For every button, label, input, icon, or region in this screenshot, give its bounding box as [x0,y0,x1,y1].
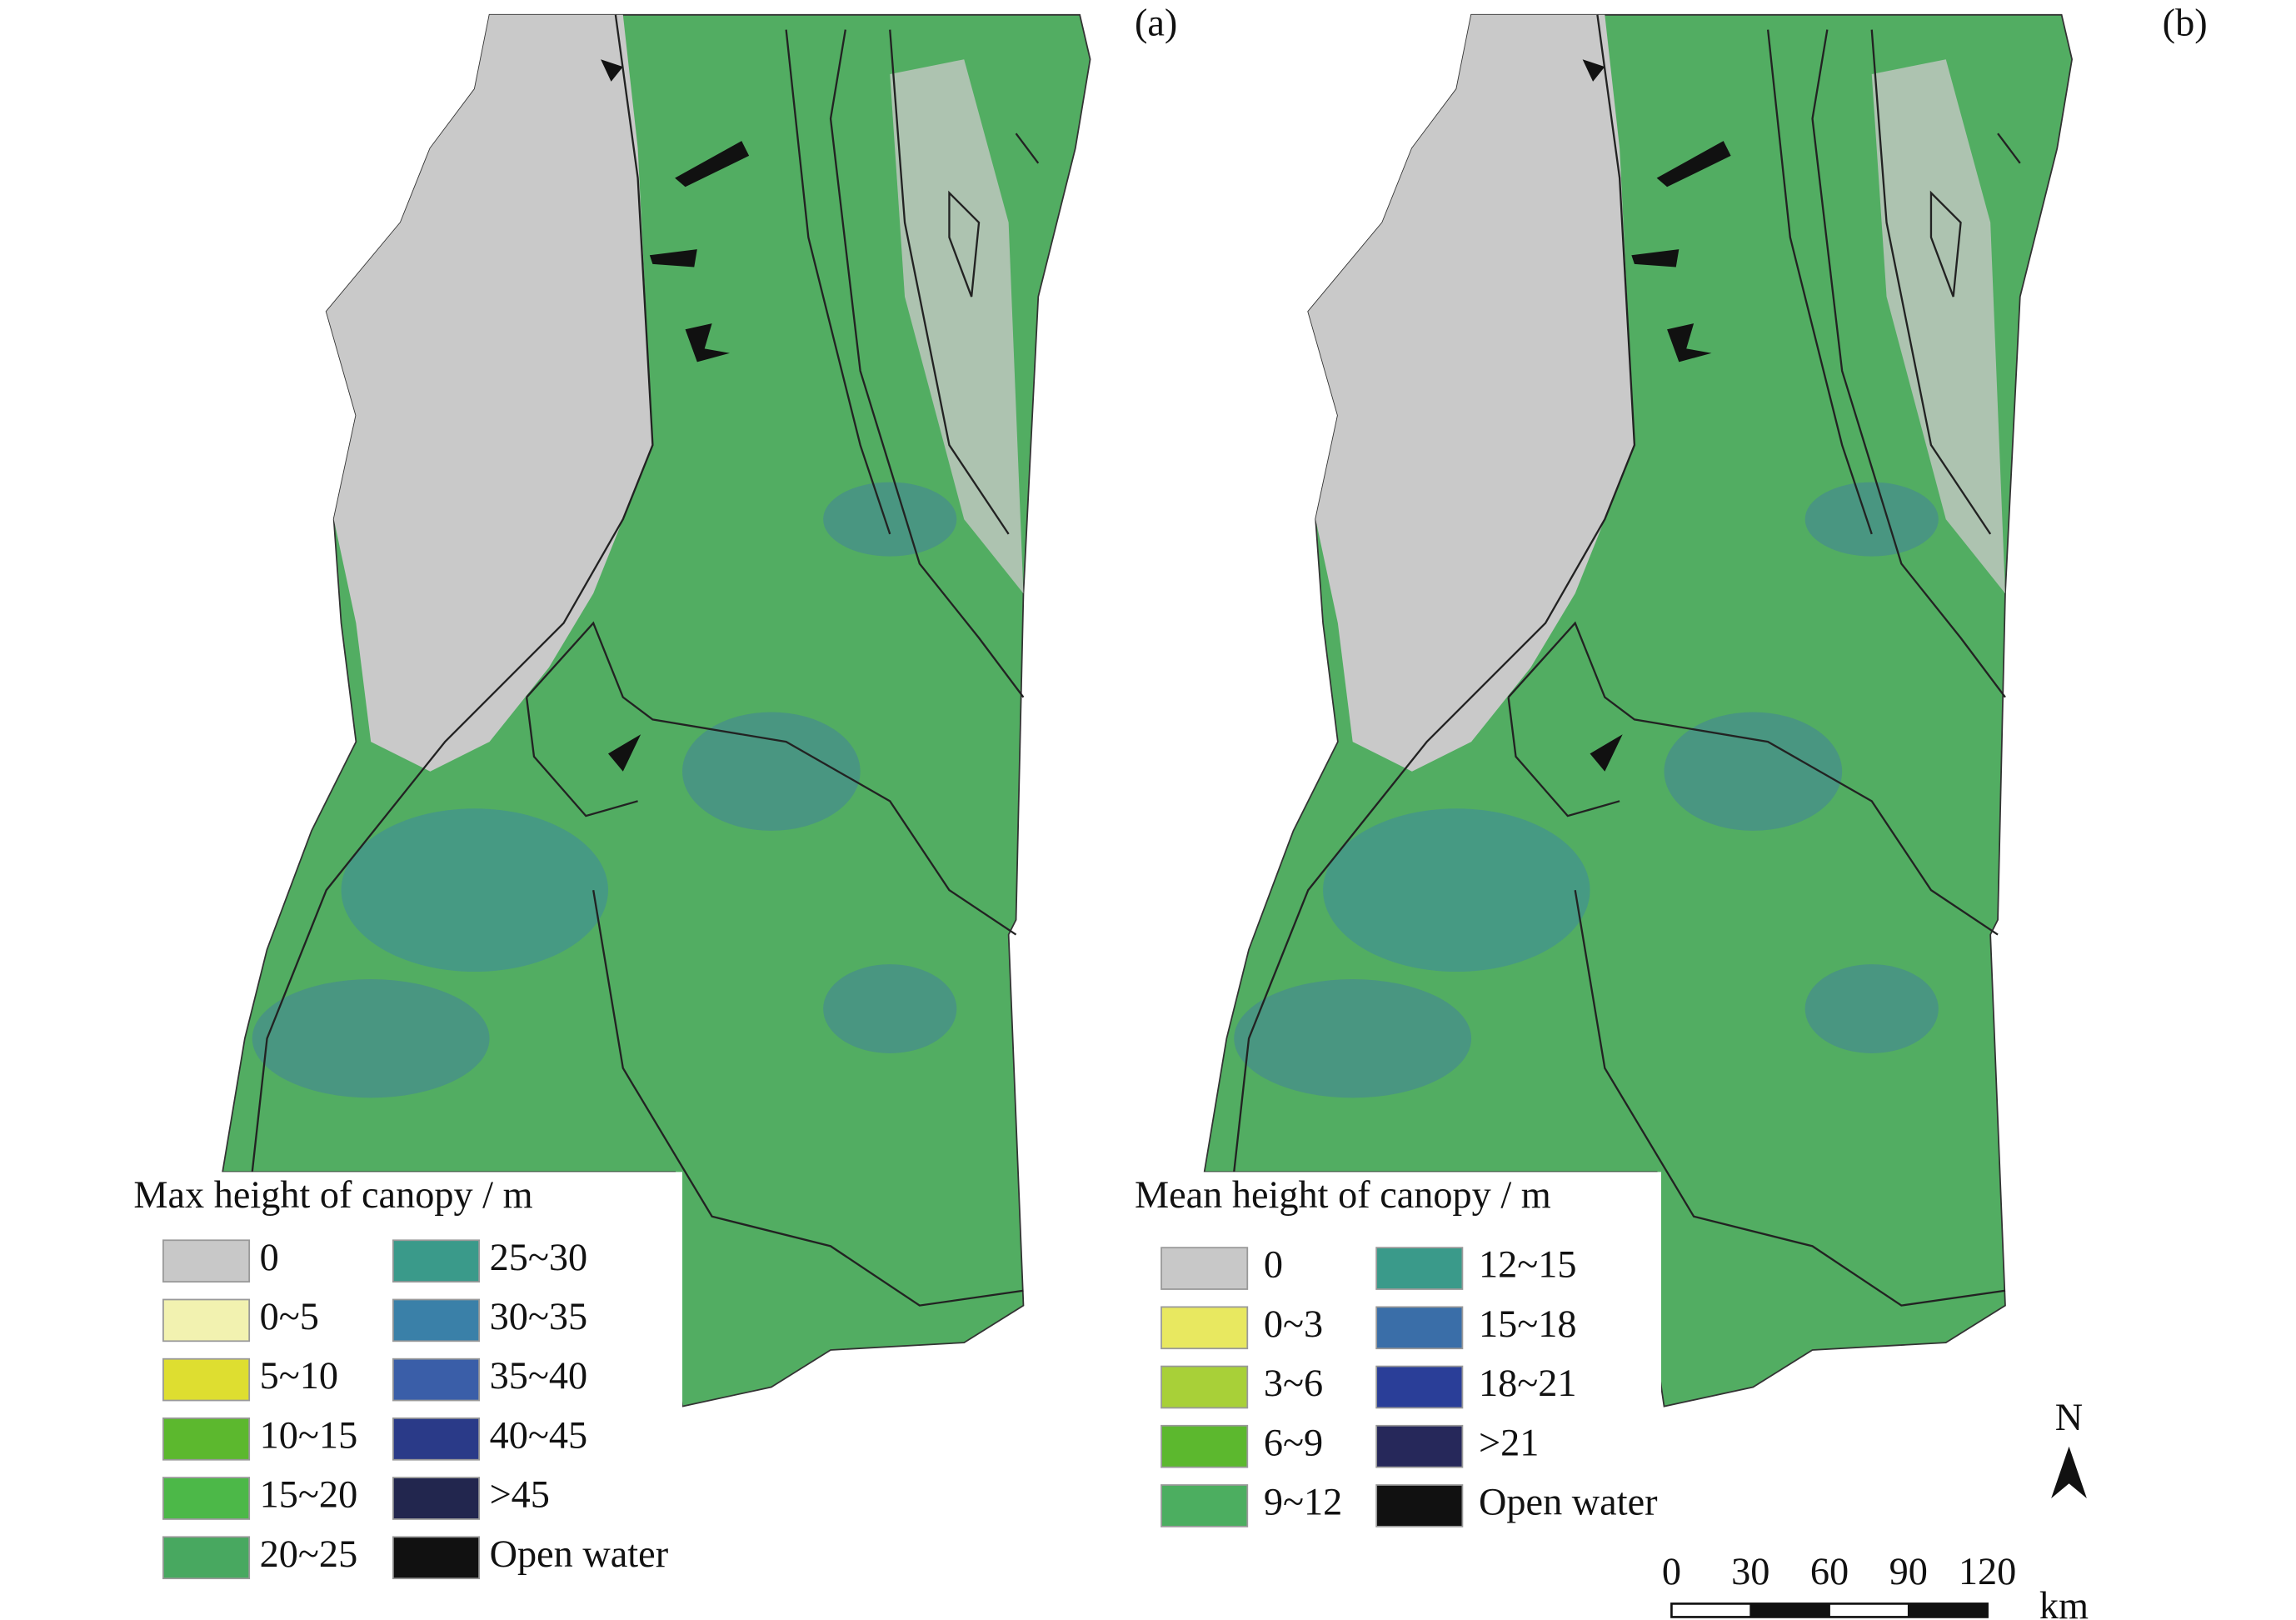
legend-label: >21 [1479,1422,1539,1464]
panel-label: (a) [1135,2,1177,45]
legend-label: 5~10 [260,1355,338,1398]
legend-label: 15~18 [1479,1303,1577,1346]
legend-title: Mean height of canopy / m [1135,1174,1551,1217]
legend-label: 25~30 [490,1237,588,1279]
north-label: N [2055,1397,2083,1439]
legend-swatch [1160,1424,1249,1468]
legend-label: 0~3 [1264,1303,1323,1346]
legend-label: 35~40 [490,1355,588,1398]
legend-label: 10~15 [260,1414,358,1457]
legend-label: 0 [260,1237,279,1279]
legend-label: 40~45 [490,1414,588,1457]
legend-label: Open water [1479,1482,1658,1524]
legend-swatch [392,1477,481,1520]
scale-bar-segment [1750,1603,1830,1618]
legend-label: 3~6 [1264,1362,1323,1405]
legend-swatch [392,1358,481,1402]
legend-label: 9~12 [1264,1482,1342,1524]
legend-swatch [1375,1247,1464,1290]
scale-label: 0 [1662,1551,1681,1593]
scale-label: 30 [1731,1551,1769,1593]
legend-swatch [1375,1365,1464,1409]
legend-label: Open water [490,1533,669,1576]
legend-label: >45 [490,1474,550,1517]
legend-swatch [392,1536,481,1580]
scale-label: 90 [1889,1551,1928,1593]
legend-swatch [162,1477,251,1520]
legend-label: 20~25 [260,1533,358,1576]
scale-label: 120 [1959,1551,2016,1593]
panel-label: (b) [2163,2,2208,45]
legend-swatch [392,1239,481,1282]
legend-swatch [162,1418,251,1461]
legend-label: 12~15 [1479,1244,1577,1287]
north-arrow [2051,1446,2087,1499]
legend-swatch [1160,1306,1249,1350]
legend-swatch [1375,1484,1464,1528]
legend-swatch [1160,1365,1249,1409]
legend-swatch [392,1418,481,1461]
legend-swatch [1375,1306,1464,1350]
legend-label: 18~21 [1479,1362,1577,1405]
legend-swatch [1375,1424,1464,1468]
legend-label: 6~9 [1264,1422,1323,1464]
legend-swatch [162,1536,251,1580]
legend-swatch [162,1239,251,1282]
legend-title: Max height of canopy / m [133,1174,532,1217]
legend-swatch [162,1298,251,1342]
legend-label: 30~35 [490,1296,588,1338]
legend-label: 0 [1264,1244,1283,1287]
scale-bar-segment [1908,1603,1988,1618]
legend-label: 0~5 [260,1296,319,1338]
scale-label: 60 [1810,1551,1849,1593]
legend-swatch [1160,1247,1249,1290]
scale-unit: km [2039,1585,2089,1620]
legend-swatch [392,1298,481,1342]
legend-swatch [1160,1484,1249,1528]
legend-swatch [162,1358,251,1402]
legend-label: 15~20 [260,1474,358,1517]
